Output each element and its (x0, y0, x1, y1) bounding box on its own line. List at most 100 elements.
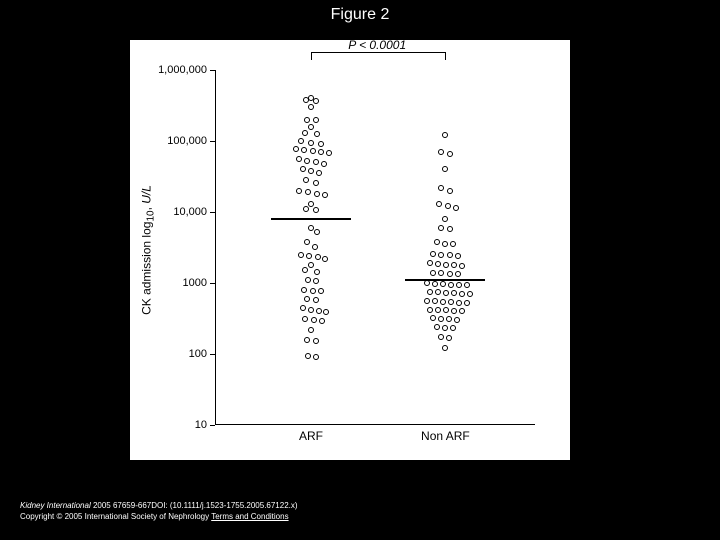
data-point (451, 290, 457, 296)
data-point (454, 317, 460, 323)
data-point (438, 334, 444, 340)
terms-link[interactable]: Terms and Conditions (211, 512, 288, 521)
data-point (432, 298, 438, 304)
data-point (313, 159, 319, 165)
data-point (451, 308, 457, 314)
data-point (308, 307, 314, 313)
data-point (303, 97, 309, 103)
data-point (453, 205, 459, 211)
data-point (434, 239, 440, 245)
data-point (323, 309, 329, 315)
data-point (314, 229, 320, 235)
data-point (300, 305, 306, 311)
data-point (308, 168, 314, 174)
y-axis (215, 70, 216, 425)
data-point (326, 150, 332, 156)
data-point (303, 206, 309, 212)
data-point (464, 300, 470, 306)
data-point (459, 263, 465, 269)
data-point (435, 289, 441, 295)
median-bar (405, 279, 485, 281)
data-point (296, 188, 302, 194)
data-point (447, 226, 453, 232)
data-point (451, 262, 457, 268)
data-point (305, 353, 311, 359)
data-point (446, 335, 452, 341)
data-point (459, 308, 465, 314)
data-point (456, 300, 462, 306)
data-point (302, 267, 308, 273)
data-point (447, 151, 453, 157)
p-bracket (311, 52, 445, 53)
data-point (450, 241, 456, 247)
data-point (436, 201, 442, 207)
data-point (435, 261, 441, 267)
figure-panel: CK admission log10, U/L 10100100010,0001… (130, 40, 570, 460)
data-point (313, 98, 319, 104)
data-point (313, 180, 319, 186)
data-point (315, 254, 321, 260)
data-point (310, 288, 316, 294)
data-point (308, 104, 314, 110)
y-tick (210, 283, 215, 284)
data-point (443, 290, 449, 296)
data-point (430, 315, 436, 321)
citation-line-1: Kidney International 2005 67659-667DOI: … (20, 501, 298, 511)
data-point (442, 166, 448, 172)
data-point (313, 338, 319, 344)
data-point (446, 316, 452, 322)
data-point (306, 253, 312, 259)
data-point (459, 291, 465, 297)
data-point (450, 325, 456, 331)
data-point (313, 354, 319, 360)
data-point (455, 253, 461, 259)
x-tick-label: Non ARF (421, 429, 470, 443)
data-point (302, 316, 308, 322)
y-tick (210, 425, 215, 426)
data-point (304, 158, 310, 164)
data-point (447, 188, 453, 194)
data-point (319, 318, 325, 324)
data-point (440, 299, 446, 305)
data-point (318, 141, 324, 147)
x-axis (215, 424, 535, 425)
data-point (442, 132, 448, 138)
data-point (440, 281, 446, 287)
data-point (442, 325, 448, 331)
citation: Kidney International 2005 67659-667DOI: … (20, 501, 298, 522)
data-point (455, 271, 461, 277)
data-point (430, 270, 436, 276)
data-point (435, 307, 441, 313)
data-point (308, 124, 314, 130)
data-point (314, 191, 320, 197)
data-point (438, 185, 444, 191)
data-point (313, 207, 319, 213)
data-point (322, 256, 328, 262)
data-point (430, 251, 436, 257)
data-point (427, 289, 433, 295)
y-tick-label: 100,000 (167, 135, 207, 147)
data-point (313, 278, 319, 284)
data-point (316, 170, 322, 176)
y-tick (210, 70, 215, 71)
data-point (318, 149, 324, 155)
data-point (432, 281, 438, 287)
data-point (308, 201, 314, 207)
data-point (304, 239, 310, 245)
citation-line-2: Copyright © 2005 International Society o… (20, 512, 298, 522)
data-point (424, 298, 430, 304)
data-point (301, 287, 307, 293)
data-point (304, 117, 310, 123)
data-point (456, 282, 462, 288)
p-value: P < 0.0001 (348, 38, 406, 52)
y-tick-label: 10 (195, 419, 207, 431)
y-tick-label: 10,000 (173, 206, 207, 218)
data-point (438, 252, 444, 258)
data-point (314, 131, 320, 137)
chart-area: 10100100010,000100,0001,000,000ARFNon AR… (215, 70, 535, 425)
data-point (434, 324, 440, 330)
data-point (464, 282, 470, 288)
data-point (438, 149, 444, 155)
data-point (442, 241, 448, 247)
data-point (443, 307, 449, 313)
